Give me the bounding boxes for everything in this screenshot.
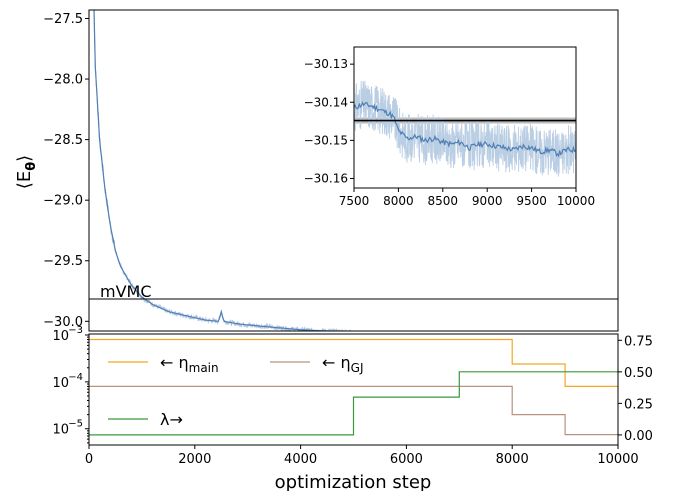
energy-y-label: ⟨Eθ⟩ (14, 155, 39, 189)
legend: ← ηmain ← ηGJ λ→ (108, 353, 363, 429)
left-y-tick-exponent: −5 (68, 419, 83, 430)
energy-noise-band (93, 10, 360, 331)
left-y-tick-exponent: −3 (68, 325, 83, 336)
x-axis-label: optimization step (275, 472, 432, 491)
legend-label-2: λ→ (160, 410, 183, 429)
series-line-2 (89, 371, 618, 436)
inset-energy-line (354, 101, 576, 158)
left-y-tick-label: 10 (52, 423, 69, 438)
energy-y-tick-label: −30.0 (43, 315, 83, 330)
bottom-right-y-ticks: 0.75 0.50 0.25 0.00 (618, 334, 653, 444)
inset-y-tick-label: −30.14 (304, 95, 348, 109)
right-y-tick-label: 0.75 (624, 334, 653, 349)
hyperparameter-panel: 0 2000 4000 6000 8000 10000 10−310−410−5 0.75… (52, 325, 653, 491)
left-y-tick-exponent: −4 (68, 372, 83, 383)
inset-y-tick-label: −30.13 (304, 57, 348, 71)
inset-x-ticks: 7500 8000 8500 9000 9500 10000 (339, 188, 595, 208)
x-tick-label: 6000 (390, 452, 423, 467)
energy-y-ticks: −27.5 −28.0 −28.5 −29.0 −29.5 −30.0 (43, 12, 89, 330)
inset-x-tick-label: 7500 (339, 194, 370, 208)
x-tick-label: 8000 (496, 452, 529, 467)
x-tick-label: 4000 (284, 452, 317, 467)
inset-x-tick-label: 9500 (516, 194, 547, 208)
left-y-tick-label: 10 (52, 376, 69, 391)
bottom-x-ticks: 0 2000 4000 6000 8000 10000 (85, 445, 639, 467)
inset-y-tick-label: −30.15 (304, 133, 348, 147)
energy-line (93, 10, 340, 331)
inset-x-tick-label: 8500 (428, 194, 459, 208)
right-y-tick-label: 0.00 (624, 429, 653, 444)
energy-y-tick-label: −29.0 (43, 194, 83, 209)
energy-plot-area (89, 10, 618, 331)
inset-x-tick-label: 9000 (472, 194, 503, 208)
inset-x-tick-label: 8000 (383, 194, 414, 208)
inset-noise (354, 80, 576, 177)
series-line-0 (89, 338, 618, 387)
energy-y-tick-label: −28.0 (43, 73, 83, 88)
right-y-tick-label: 0.25 (624, 397, 653, 412)
mvmc-label: mVMC (100, 282, 152, 301)
legend-label-0: ← ηmain (160, 353, 219, 375)
hyperparameter-plot-area (89, 338, 618, 436)
right-y-tick-label: 0.50 (624, 366, 653, 381)
energy-y-tick-label: −27.5 (43, 12, 83, 27)
x-tick-label: 10000 (597, 452, 638, 467)
inset-x-tick-label: 10000 (557, 194, 595, 208)
energy-y-tick-label: −29.5 (43, 254, 83, 269)
inset-y-tick-label: −30.16 (304, 171, 348, 185)
inset-plot-area (354, 80, 576, 177)
bottom-left-y-ticks: 10−310−410−5 (52, 325, 89, 444)
series-line-1 (89, 385, 618, 436)
legend-label-1: ← ηGJ (322, 353, 363, 375)
x-tick-label: 2000 (178, 452, 211, 467)
left-y-tick-label: 10 (52, 329, 69, 344)
x-tick-label: 0 (85, 452, 93, 467)
energy-y-tick-label: −28.5 (43, 133, 83, 148)
inset-y-ticks: −30.13 −30.14 −30.15 −30.16 (304, 57, 354, 185)
inset-panel: 7500 8000 8500 9000 9500 10000 −30.13−30.14−3… (304, 46, 595, 208)
